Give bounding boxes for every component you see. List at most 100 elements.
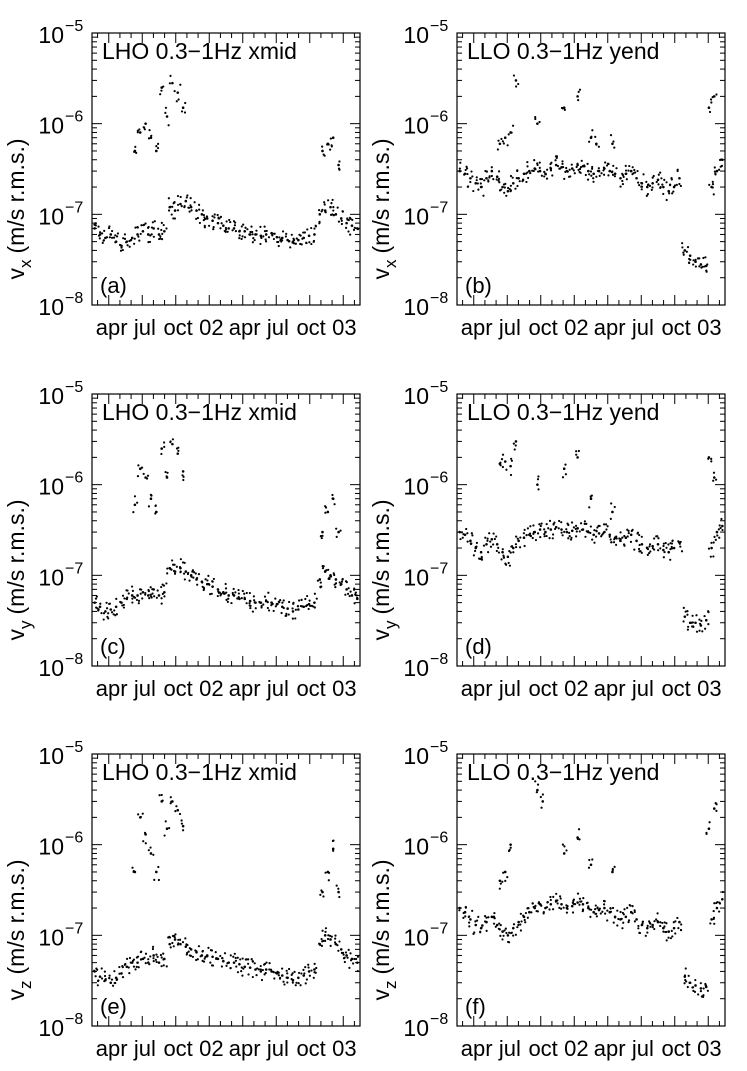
data-point bbox=[509, 473, 513, 477]
data-point bbox=[464, 915, 467, 918]
data-point bbox=[638, 533, 641, 537]
data-point bbox=[510, 131, 513, 134]
data-point bbox=[121, 594, 125, 597]
data-point bbox=[589, 863, 593, 867]
x-tick-label: jul bbox=[631, 315, 654, 340]
data-point bbox=[662, 556, 665, 559]
data-point bbox=[631, 905, 634, 908]
data-point bbox=[178, 565, 182, 569]
data-point bbox=[691, 621, 695, 624]
data-point bbox=[219, 215, 223, 218]
data-point bbox=[579, 522, 583, 525]
data-point bbox=[576, 837, 579, 840]
data-point bbox=[165, 827, 169, 830]
data-point bbox=[489, 545, 493, 548]
data-point bbox=[136, 961, 139, 964]
data-point bbox=[529, 534, 532, 538]
data-point bbox=[173, 938, 177, 941]
data-point bbox=[676, 916, 679, 920]
data-point bbox=[678, 920, 681, 924]
data-point bbox=[569, 175, 572, 178]
data-point bbox=[611, 142, 614, 146]
data-point bbox=[505, 468, 508, 471]
y-tick-label: 10 bbox=[38, 834, 64, 860]
data-point bbox=[95, 595, 99, 598]
data-point bbox=[302, 968, 305, 971]
data-point bbox=[715, 93, 718, 96]
data-point bbox=[659, 921, 662, 924]
data-point bbox=[233, 224, 237, 227]
data-point bbox=[685, 980, 688, 983]
data-point bbox=[499, 461, 502, 464]
x-tick-label: 02 bbox=[564, 676, 588, 701]
data-point bbox=[699, 987, 703, 990]
data-point bbox=[176, 808, 180, 812]
data-point bbox=[672, 926, 676, 930]
data-point bbox=[255, 974, 258, 977]
data-point bbox=[672, 546, 676, 550]
data-point bbox=[687, 625, 690, 628]
data-point bbox=[503, 191, 506, 194]
data-point bbox=[308, 599, 311, 602]
panel-title: LLO 0.3−1Hz yend bbox=[467, 399, 659, 425]
data-point bbox=[522, 532, 526, 535]
data-point bbox=[575, 450, 578, 453]
data-point bbox=[623, 908, 626, 911]
data-point bbox=[509, 846, 512, 849]
data-point bbox=[516, 925, 519, 929]
data-point bbox=[277, 971, 280, 974]
data-point bbox=[133, 150, 136, 154]
data-point bbox=[495, 923, 499, 927]
data-point bbox=[318, 578, 322, 581]
data-point bbox=[718, 910, 721, 913]
data-point bbox=[244, 226, 247, 229]
data-point bbox=[135, 598, 139, 602]
y-axis-label: vy(m/s r.m.s.) bbox=[3, 500, 35, 641]
data-point bbox=[157, 594, 161, 597]
data-point bbox=[598, 907, 601, 910]
data-point bbox=[501, 453, 505, 456]
x-tick-label: jul bbox=[631, 1036, 654, 1061]
data-point bbox=[161, 592, 164, 596]
data-point bbox=[517, 923, 520, 927]
data-point bbox=[201, 581, 204, 584]
data-point bbox=[673, 184, 677, 187]
data-point bbox=[130, 236, 134, 240]
data-point bbox=[543, 532, 546, 536]
data-point bbox=[585, 522, 588, 525]
data-point bbox=[343, 960, 346, 964]
data-point bbox=[710, 457, 713, 460]
x-tick-label: 02 bbox=[199, 676, 223, 701]
data-point bbox=[334, 578, 338, 581]
data-point bbox=[298, 233, 301, 236]
data-point bbox=[180, 205, 183, 208]
data-point bbox=[126, 596, 129, 599]
data-point bbox=[475, 179, 478, 182]
data-point bbox=[248, 233, 251, 236]
data-point bbox=[136, 233, 139, 236]
y-tick-base: 10 bbox=[403, 474, 429, 500]
y-tick-label: 10 bbox=[403, 113, 429, 139]
panel-label: (d) bbox=[465, 634, 492, 659]
data-point bbox=[679, 540, 682, 544]
data-point bbox=[580, 159, 583, 162]
data-point bbox=[686, 613, 689, 616]
data-point bbox=[718, 536, 721, 539]
data-point bbox=[334, 586, 337, 589]
data-point bbox=[554, 525, 558, 529]
data-point bbox=[124, 962, 127, 966]
data-point bbox=[255, 229, 258, 232]
y-tick-base: 10 bbox=[403, 203, 429, 229]
data-point bbox=[570, 521, 574, 524]
data-point bbox=[588, 140, 591, 143]
data-point bbox=[495, 542, 499, 546]
y-axis-label-unit: (m/s r.m.s.) bbox=[368, 860, 394, 975]
data-point bbox=[143, 128, 146, 131]
data-point bbox=[162, 958, 165, 961]
data-point bbox=[531, 902, 534, 905]
data-point bbox=[152, 235, 155, 238]
data-point bbox=[152, 960, 155, 963]
data-point bbox=[612, 164, 615, 167]
data-point bbox=[113, 981, 116, 985]
